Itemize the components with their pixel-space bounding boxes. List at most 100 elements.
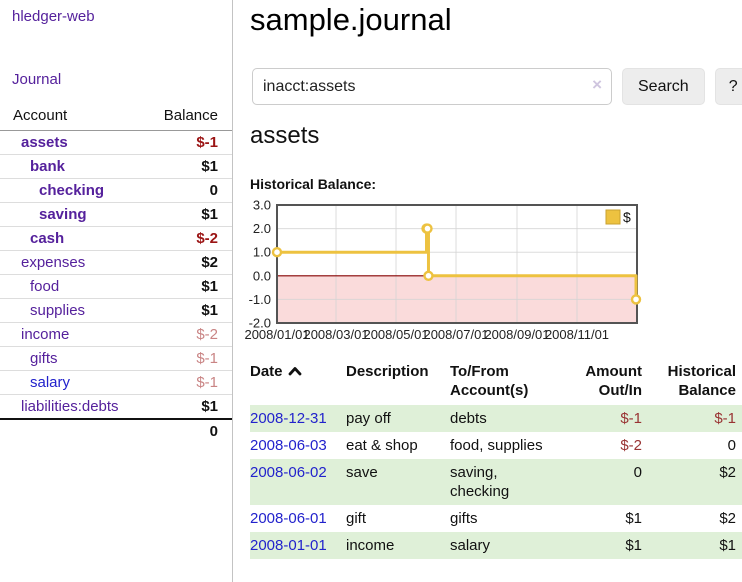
transaction-balance: $-1 [714,410,736,427]
sort-ascending-icon [288,367,301,376]
legend-swatch [605,209,621,225]
account-row: saving $1 [0,202,232,226]
account-link[interactable]: expenses [21,254,86,271]
data-point-marker [422,223,433,234]
account-balance: $-2 [196,326,218,343]
clear-search-icon[interactable]: × [592,75,602,94]
transaction-date-link[interactable]: 2008-01-01 [250,537,327,554]
transaction-date-link[interactable]: 2008-06-01 [250,510,327,527]
account-balance: $1 [201,278,218,295]
help-button[interactable]: ? [714,68,742,105]
transaction-description: income [346,537,395,554]
transaction-description: save [346,464,378,481]
data-point-marker [271,247,283,258]
y-axis-tick-label: 3.0 [253,198,271,213]
main-content: sample.journal × Search ? assets Histori… [244,0,742,582]
account-row: income $-2 [0,322,232,346]
x-axis-tick-label: 2008/01/01 [244,327,309,342]
column-header-amount: Amount Out/In [568,362,648,405]
account-link[interactable]: income [21,326,70,343]
transaction-description: eat & shop [346,437,418,454]
transaction-balance: 0 [727,437,736,454]
data-point-marker [630,294,642,305]
account-row: salary $-1 [0,370,232,394]
account-link[interactable]: cash [30,230,65,247]
account-balance: 0 [209,182,218,199]
plot-border [276,204,638,324]
account-row: gifts $-1 [0,346,232,370]
y-axis-tick-label: -2.0 [249,316,271,331]
search-input[interactable] [252,68,612,105]
column-header-label: Balance [678,382,736,399]
balance-column-header: Balance [163,107,218,124]
column-header-label: Historical [667,363,736,380]
legend-label: $ [623,209,631,225]
transaction-row: 2008-12-31 pay off debts $-1 $-1 [250,405,742,432]
column-header-label: Amount [585,363,642,380]
search-form: × Search ? [252,68,742,105]
account-link[interactable]: checking [39,182,105,199]
transaction-accounts: food, supplies [450,437,543,454]
transaction-accounts: saving, checking [450,464,510,500]
sidebar-total: 0 [0,418,232,443]
account-row: bank $1 [0,154,232,178]
transaction-date-link[interactable]: 2008-06-03 [250,437,327,454]
account-balance: $1 [201,302,218,319]
account-link[interactable]: assets [21,134,68,151]
account-balance: $1 [201,206,218,223]
account-link[interactable]: liabilities:debts [21,398,119,415]
transaction-accounts: gifts [450,510,478,527]
transaction-date-link[interactable]: 2008-12-31 [250,410,327,427]
account-balance: $-1 [196,374,218,391]
sidebar-item-journal[interactable]: Journal [12,71,62,88]
app-brand-link[interactable]: hledger-web [12,8,95,25]
page-title: sample.journal [250,2,452,37]
x-axis-tick-label: 2008/03/01 [303,327,368,342]
transaction-accounts: debts [450,410,487,427]
account-row: liabilities:debts $1 [0,394,232,418]
account-link[interactable]: supplies [30,302,86,319]
account-row: food $1 [0,274,232,298]
transaction-row: 2008-06-03 eat & shop food, supplies $-2 0 [250,432,742,459]
transaction-row: 2008-06-01 gift gifts $1 $2 [250,505,742,532]
column-header-date[interactable]: Date [250,362,346,405]
column-header-description: Description [346,362,450,405]
search-button[interactable]: Search [622,68,705,105]
x-axis-tick-label: 2008/07/01 [423,327,488,342]
y-axis-tick-label: -1.0 [249,292,271,307]
account-balance: $-1 [196,350,218,367]
historical-balance-chart: $3.0 2.0 1.0 0.0 -1.0 -2.02008/01/012008/03/0… [244,198,642,342]
account-row: supplies $1 [0,298,232,322]
transaction-description: pay off [346,410,391,427]
x-axis-tick-label: 2008/11/01 [545,327,609,342]
account-title: assets [250,122,320,149]
transaction-amount: 0 [633,464,642,481]
transaction-balance: $1 [719,537,736,554]
account-row: assets $-1 [0,131,232,154]
account-tree-header: Account Balance [0,103,232,131]
account-link[interactable]: food [30,278,60,295]
account-link[interactable]: salary [30,374,71,391]
transaction-date-link[interactable]: 2008-06-02 [250,464,327,481]
sidebar: hledger-web Journal Account Balance asse… [0,0,233,582]
column-header-to-from: To/From Account(s) [450,362,568,405]
account-tree: Account Balance assets $-1 bank $1 checking 0… [0,103,232,443]
account-link[interactable]: bank [30,158,66,175]
account-row: cash $-2 [0,226,232,250]
account-row: checking 0 [0,178,232,202]
account-balance: $-1 [196,134,218,151]
account-balance: $1 [201,158,218,175]
data-point-marker [423,270,434,282]
transaction-row: 2008-06-02 save saving, checking 0 $2 [250,459,742,505]
transaction-description: gift [346,510,367,527]
x-axis-tick-label: 2008/05/01 [363,327,428,342]
transaction-row: 2008-01-01 income salary $1 $1 [250,532,742,559]
chart-title: Historical Balance: [250,176,377,192]
transaction-amount: $1 [625,510,642,527]
account-row: expenses $2 [0,250,232,274]
account-link[interactable]: saving [39,206,87,223]
transaction-accounts: salary [450,537,491,554]
column-header-label: Description [346,363,429,380]
account-link[interactable]: gifts [30,350,58,367]
transaction-balance: $2 [719,464,736,481]
